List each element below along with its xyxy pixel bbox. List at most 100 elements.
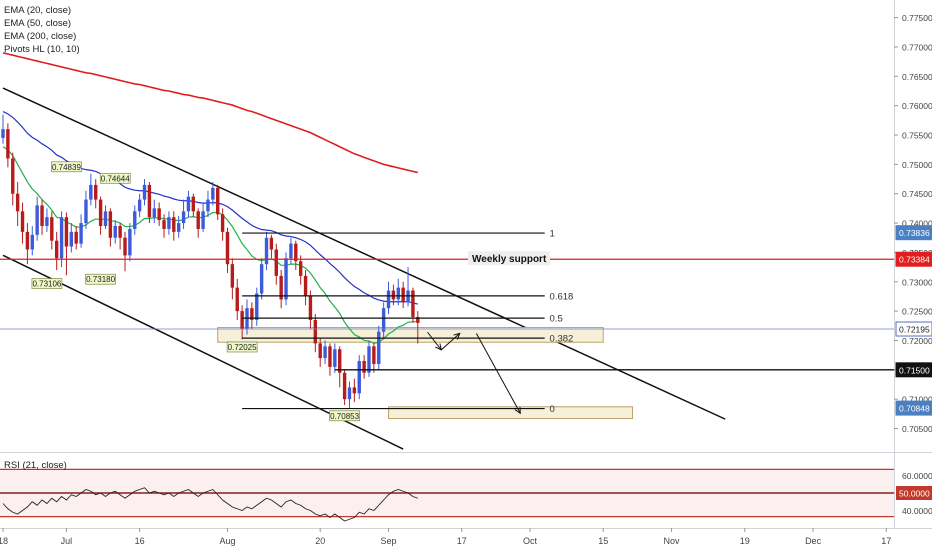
pivot-label: 0.70853	[330, 412, 359, 421]
pivot-label-box	[51, 161, 82, 173]
price-badge-label: 0.70848	[899, 404, 930, 414]
candle-body	[235, 287, 239, 312]
y-tick-label: 0.76000	[902, 101, 932, 111]
upper-channel-line	[2, 87, 726, 420]
candle-body	[167, 217, 171, 229]
rsi-tick-label: 40.0000	[902, 506, 932, 516]
x-tick-label: 16	[135, 536, 145, 546]
candle-body	[411, 290, 415, 317]
candle-body	[133, 211, 137, 229]
candle-body	[240, 311, 244, 329]
rsi-legend[interactable]: RSI (21, close)	[4, 460, 67, 471]
weekly-support-label-bg	[468, 251, 550, 266]
ema-layer	[2, 52, 418, 345]
candle-body	[94, 184, 98, 200]
candle-body	[6, 129, 10, 159]
price-badge	[895, 225, 932, 241]
price-badge-label: 0.71500	[899, 365, 930, 375]
legend-pivots[interactable]: Pivots HL (10, 10)	[4, 44, 80, 55]
grid-layer	[0, 0, 932, 529]
ema20-line	[2, 146, 418, 345]
candle-body	[176, 223, 181, 232]
candle-body	[264, 237, 269, 265]
candle-body	[401, 287, 405, 303]
price-badge-label: 0.73384	[899, 255, 930, 265]
candle-body	[162, 220, 166, 229]
legend-ema50[interactable]: EMA (50, close)	[4, 18, 72, 29]
candle-body	[274, 249, 278, 276]
rsi-badge	[896, 486, 932, 500]
candle-body	[89, 184, 93, 200]
legend-ema20[interactable]: EMA (20, close)	[4, 5, 72, 16]
pivot-label: 0.74644	[101, 174, 130, 183]
candle-body	[84, 199, 88, 224]
candle-body	[128, 228, 132, 256]
pivot-label: 0.74839	[52, 163, 81, 172]
candle-body	[318, 343, 322, 359]
candle-body	[211, 187, 215, 200]
candle-body	[279, 275, 283, 300]
candle-body	[357, 361, 361, 394]
candle-body	[216, 187, 220, 215]
fib-level-label: 0.5	[550, 314, 563, 325]
x-tick-label: Nov	[664, 536, 681, 546]
candle-body	[333, 349, 337, 367]
pivot-label: 0.73180	[86, 275, 115, 284]
candle-body	[98, 199, 103, 226]
x-tick-label: 15	[598, 536, 608, 546]
y-tick-label: 0.72500	[902, 307, 932, 317]
candle-body	[298, 261, 303, 276]
candle-body	[313, 319, 318, 344]
candle-body	[386, 290, 391, 309]
channel-layer	[2, 87, 726, 450]
label-layer: 0.74839 0.74644 0.73106 0.73180 0.72025 0.708…	[31, 161, 360, 422]
weekly-support-label: Weekly support	[472, 254, 547, 265]
candle-body	[152, 208, 156, 218]
candle-body	[54, 240, 59, 259]
candle-body	[137, 199, 142, 212]
x-tick-label: 19	[740, 536, 750, 546]
resistance-zone	[217, 327, 604, 343]
ema50-line	[2, 110, 418, 305]
price-badge	[895, 251, 932, 267]
candle-body	[103, 211, 108, 226]
candle-body	[352, 387, 357, 394]
candle-body	[191, 196, 196, 212]
candle-body	[230, 264, 235, 288]
y-tick-label: 0.70500	[902, 424, 932, 434]
pivot-label: 0.73106	[32, 280, 61, 289]
pivot-label-box	[99, 172, 131, 184]
x-tick-label: Sep	[381, 536, 397, 546]
candle-body	[11, 158, 15, 194]
candle-body	[284, 258, 288, 300]
candle-body	[201, 211, 205, 229]
candle-body	[25, 231, 30, 250]
pivot-label-box	[85, 273, 116, 285]
x-tick-label: Aug	[219, 536, 235, 546]
fib-level-label: 0	[550, 404, 555, 415]
axis-layer: 0.77500 0.77000 0.76500 0.76000 0.75500 0.750…	[0, 13, 932, 546]
legend-ema200[interactable]: EMA (200, close)	[4, 31, 77, 42]
candle-body	[259, 264, 264, 294]
candle-body	[123, 237, 127, 256]
x-tick-label: Dec	[805, 536, 822, 546]
price-badge	[895, 321, 932, 337]
candle-body	[416, 316, 420, 323]
candle-body	[206, 199, 210, 212]
y-tick-label: 0.76500	[902, 72, 932, 82]
x-tick-label: 17	[881, 536, 891, 546]
candle-body	[338, 349, 342, 373]
rsi-badge-label: 50.0000	[899, 489, 930, 499]
candle-body	[342, 372, 347, 400]
candle-body	[147, 184, 152, 218]
candle-body	[15, 193, 20, 212]
candle-body	[381, 308, 386, 332]
x-tick-label: 17	[457, 536, 467, 546]
candle-body	[30, 234, 34, 250]
level-layer: 1 0.618 0.5 0.382 0 Weekly support	[0, 229, 894, 415]
candle-body	[79, 223, 83, 244]
y-tick-label: 0.75500	[902, 131, 932, 141]
candle-body	[157, 208, 161, 221]
candle-body	[50, 217, 54, 241]
